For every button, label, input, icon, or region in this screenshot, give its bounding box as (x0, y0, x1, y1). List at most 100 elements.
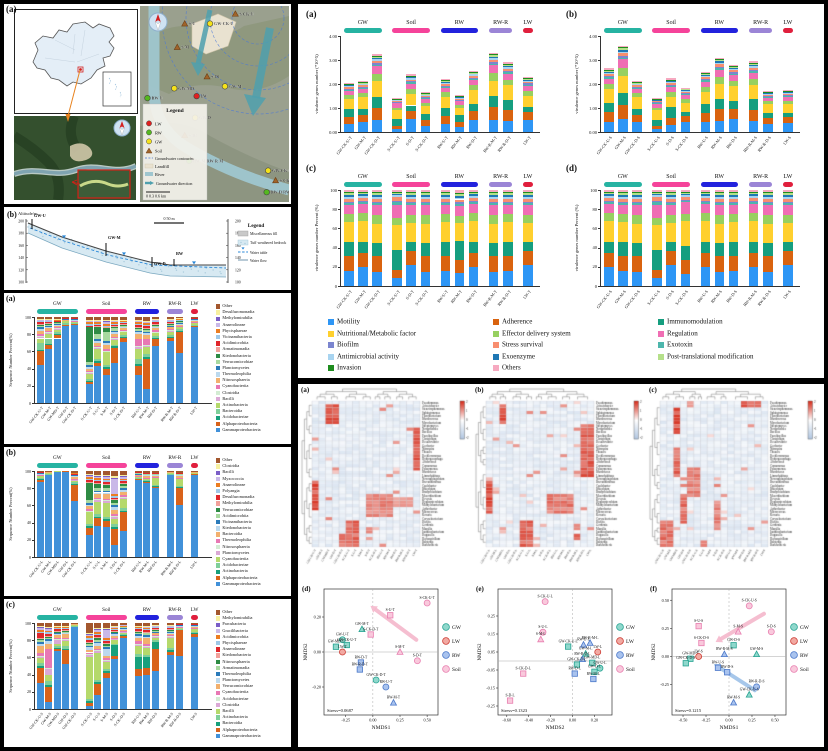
bar-segment (151, 329, 159, 332)
x-axis (340, 286, 540, 287)
bar-segment (111, 544, 119, 557)
bar-segment (652, 100, 662, 103)
group-header-bar (700, 182, 739, 187)
bar-segment (45, 667, 53, 670)
bar-segment (344, 86, 354, 88)
y-tick-label: 80 (27, 331, 31, 337)
bar-segment (119, 471, 127, 476)
bar-segment (102, 659, 110, 661)
bar-segment (167, 625, 175, 627)
legend-item: Clostridia (216, 702, 290, 708)
data-point (339, 636, 346, 644)
bar-segment (151, 488, 159, 557)
bar-segment (358, 220, 368, 242)
bar-segment (191, 471, 198, 473)
bar-segment (135, 322, 142, 324)
bar-segment (119, 623, 127, 625)
bar-segment (102, 484, 110, 489)
y-tick (31, 657, 34, 659)
bar-segment (86, 319, 93, 321)
legend-swatch (216, 335, 221, 340)
bar-segment (468, 195, 479, 198)
bar-segment (358, 193, 368, 196)
band-texture-dot (93, 248, 96, 250)
legend-label: Clostridia (222, 389, 240, 395)
bar-segment (728, 194, 739, 197)
bar-segment (783, 90, 793, 91)
bar-segment (119, 510, 127, 513)
legend-swatch (493, 353, 499, 360)
bar-segment (503, 241, 513, 257)
bar-segment (94, 488, 102, 491)
x-tick-label: RW-R-D-T (496, 289, 512, 307)
bar-segment (70, 478, 78, 480)
bar-segment (86, 483, 93, 501)
bar-segment (406, 75, 416, 77)
legend-swatch (216, 415, 221, 420)
bar-segment (392, 205, 402, 218)
bar-segment (94, 648, 102, 651)
bar-segment (151, 630, 159, 632)
legend-item: Gammaproteobacteria (216, 733, 290, 739)
bar-segment (86, 500, 93, 503)
bar-segment (700, 113, 711, 123)
bar-segment (632, 88, 642, 94)
text: 180 (18, 232, 24, 236)
y-tick (31, 674, 34, 676)
bar-segment (102, 365, 110, 367)
bar-segment (618, 270, 628, 286)
bar-segment (37, 324, 44, 326)
bar-segment (151, 477, 159, 486)
bar-segment (151, 326, 159, 328)
text: Legend (248, 223, 265, 229)
bar-segment (503, 65, 513, 68)
bar-segment (700, 87, 711, 92)
legend-label: Anaerolineae (222, 481, 246, 487)
bar-segment (86, 633, 93, 634)
band-texture-dot (175, 269, 178, 271)
group-header-bar (652, 182, 690, 187)
bar-segment (167, 636, 175, 638)
bar-segment (151, 648, 159, 672)
group-label: GW (357, 174, 368, 180)
bar-segment (440, 79, 451, 81)
bar-segment (763, 118, 773, 124)
bar-segment (406, 198, 416, 202)
bar-segment (94, 359, 102, 361)
bar-segment (86, 384, 93, 403)
band-texture-dot (212, 269, 214, 271)
bar-segment (53, 643, 61, 647)
bar-segment (102, 647, 110, 649)
x-tick-label: RW-M-T (449, 289, 464, 305)
legend-swatch (328, 342, 334, 349)
bar-segment (102, 321, 110, 323)
panel-label: (c) (6, 600, 15, 609)
bar-segment (632, 190, 642, 192)
y-tick-label: 80 (27, 485, 31, 491)
legend-item: Acidobacteriae (216, 696, 290, 702)
legend-item: Verrucomicrobiae (216, 359, 290, 365)
stress-value: Stress=0.1323 (501, 708, 528, 713)
site-label: S-CK-U (239, 11, 253, 16)
bar-segment (143, 344, 151, 346)
point-label: RW-D-S (721, 665, 733, 669)
legend-swatch (216, 733, 221, 739)
legend-label: Actinobacteria (222, 714, 248, 720)
legend-label: Ktedonobacteria (222, 652, 251, 658)
legend-swatch (216, 672, 221, 677)
bar-segment (700, 79, 711, 81)
bar-segment (666, 203, 676, 206)
data-point (579, 640, 588, 648)
bar-segment (392, 103, 402, 108)
bar-segment (763, 203, 773, 206)
point-label: S-U-L (538, 625, 547, 629)
bar-segment (604, 190, 614, 192)
bar-segment (454, 94, 465, 96)
group-label: RW (142, 301, 151, 307)
data-point (714, 664, 722, 671)
heatmap-b: (b) (474, 386, 646, 580)
bar-segment (666, 79, 676, 81)
legend-item: Bacilli (216, 469, 290, 475)
bar-segment (70, 501, 78, 557)
bar-segment (175, 485, 183, 488)
